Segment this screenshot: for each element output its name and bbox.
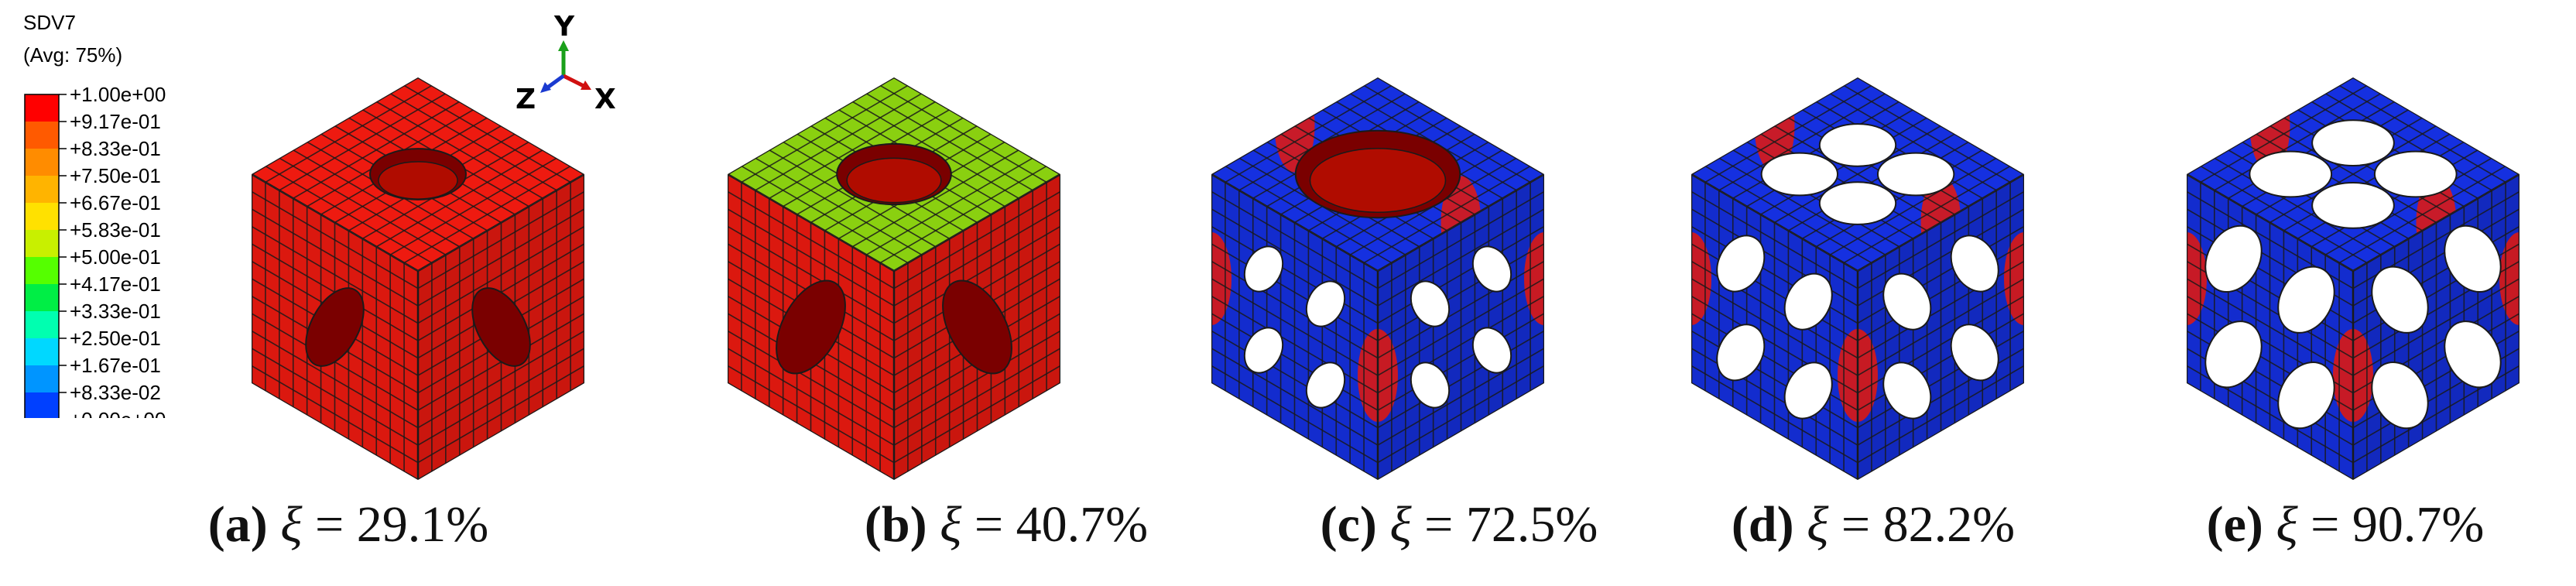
caption-tag: (b) bbox=[864, 496, 927, 553]
caption-value: 72.5% bbox=[1465, 496, 1598, 553]
caption-e: (e) ξ = 90.7% bbox=[2129, 495, 2562, 554]
legend-band bbox=[25, 257, 59, 284]
caption-tag: (c) bbox=[1320, 496, 1377, 553]
legend-level-label: +7.50e-01 bbox=[70, 164, 161, 187]
cube-right-face bbox=[1378, 174, 1544, 480]
z-axis-arrowhead bbox=[540, 82, 551, 93]
cube-panel-a bbox=[252, 77, 584, 480]
caption-equals: = bbox=[1411, 496, 1466, 553]
z-axis-label: Z bbox=[516, 84, 536, 115]
legend-band bbox=[25, 365, 59, 392]
z-axis-arrow bbox=[545, 74, 565, 91]
legend-level-label: +1.00e+00 bbox=[70, 83, 166, 106]
caption-a: (a) ξ = 29.1% bbox=[132, 495, 565, 554]
caption-symbol: ξ bbox=[1376, 496, 1412, 553]
legend-level-label: +8.33e-01 bbox=[70, 137, 161, 160]
contour-legend: SDV7 (Avg: 75%) +1.00e+00 +9.17e-01 +8.33e… bbox=[23, 11, 166, 418]
caption-symbol: ξ bbox=[2263, 496, 2298, 553]
cube-panel-e bbox=[2187, 77, 2519, 480]
legend-level-label: +0.00e+00 bbox=[70, 408, 166, 418]
y-axis-arrowhead bbox=[558, 40, 569, 51]
legend-band bbox=[25, 284, 59, 311]
caption-equals: = bbox=[961, 496, 1016, 553]
legend-band bbox=[25, 176, 59, 203]
caption-value: 82.2% bbox=[1882, 496, 2016, 553]
x-axis-label: X bbox=[594, 84, 616, 115]
caption-symbol: ξ bbox=[1793, 496, 1829, 553]
x-axis-arrowhead bbox=[581, 81, 591, 90]
legend-level-label: +1.67e-01 bbox=[70, 354, 161, 377]
legend-level-label: +5.00e-01 bbox=[70, 245, 161, 269]
legend-level-label: +9.17e-01 bbox=[70, 110, 161, 133]
caption-tag: (a) bbox=[207, 496, 268, 553]
cube-left-face bbox=[2187, 174, 2353, 480]
caption-symbol: ξ bbox=[927, 496, 962, 553]
caption-tag: (d) bbox=[1731, 496, 1794, 553]
legend-level-label: +4.17e-01 bbox=[70, 272, 161, 296]
legend-level-label: +5.83e-01 bbox=[70, 218, 161, 242]
legend-level-label: +8.33e-02 bbox=[70, 381, 161, 404]
cube-right-face bbox=[418, 174, 584, 480]
legend-band bbox=[25, 338, 59, 365]
legend-title: SDV7 bbox=[23, 11, 76, 34]
legend-band bbox=[25, 203, 59, 230]
cube-left-face bbox=[252, 174, 418, 480]
cube-left-face bbox=[1691, 174, 1858, 480]
axis-triad: Y Z X bbox=[516, 15, 616, 115]
cube-panel-d bbox=[1691, 77, 2024, 480]
legend-band bbox=[25, 392, 59, 418]
cube-panel-b bbox=[728, 77, 1060, 480]
caption-equals: = bbox=[1828, 496, 1883, 553]
legend-level-label: +3.33e-01 bbox=[70, 300, 161, 323]
caption-value: 40.7% bbox=[1016, 496, 1149, 553]
legend-level-label: +2.50e-01 bbox=[70, 327, 161, 350]
legend-band bbox=[25, 94, 59, 122]
caption-value: 90.7% bbox=[2352, 496, 2485, 553]
caption-symbol: ξ bbox=[267, 496, 303, 553]
y-axis-label: Y bbox=[553, 15, 575, 43]
legend-subtitle: (Avg: 75%) bbox=[23, 43, 122, 67]
legend-band bbox=[25, 230, 59, 257]
cube-right-face bbox=[1858, 174, 2024, 480]
cube-right-face bbox=[894, 174, 1060, 480]
legend-band bbox=[25, 149, 59, 176]
legend-color-bands bbox=[24, 94, 67, 418]
cube-panel-c bbox=[1211, 77, 1544, 480]
x-axis-arrow bbox=[562, 74, 587, 89]
cube-left-face bbox=[728, 174, 894, 480]
legend-level-label: +6.67e-01 bbox=[70, 191, 161, 214]
caption-tag: (e) bbox=[2206, 496, 2263, 553]
caption-equals: = bbox=[2297, 496, 2352, 553]
caption-value: 29.1% bbox=[356, 496, 489, 553]
caption-d: (d) ξ = 82.2% bbox=[1656, 495, 2090, 554]
cube-renderings bbox=[252, 77, 2519, 480]
caption-c: (c) ξ = 72.5% bbox=[1242, 495, 1676, 554]
legend-band bbox=[25, 122, 59, 149]
caption-equals: = bbox=[302, 496, 357, 553]
cube-left-face bbox=[1211, 174, 1378, 480]
legend-band bbox=[25, 311, 59, 338]
caption-b: (b) ξ = 40.7% bbox=[790, 495, 1223, 554]
legend-labels: +1.00e+00 +9.17e-01 +8.33e-01 +7.50e-01 +6.6… bbox=[70, 83, 166, 418]
